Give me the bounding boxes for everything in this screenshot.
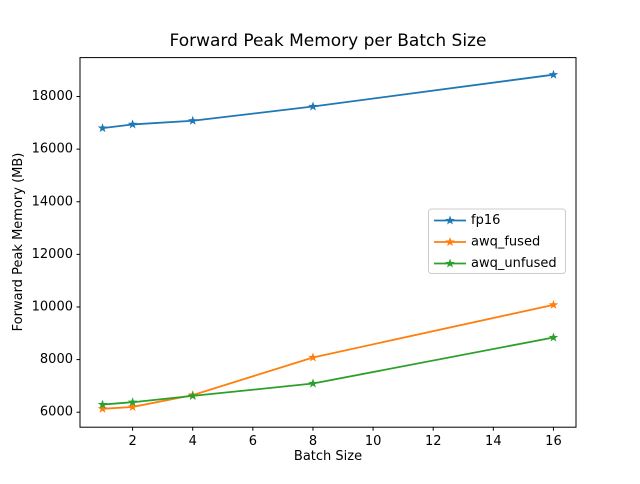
x-tick-label: 14: [485, 434, 502, 449]
legend: fp16 awq_fused awq_unfused: [428, 208, 566, 274]
data-point-marker: [548, 69, 559, 79]
x-tick-label: 4: [189, 434, 197, 449]
series-awq_unfused: [97, 332, 559, 409]
y-tick-label: 6000: [40, 405, 73, 420]
data-point-marker: [548, 299, 559, 309]
legend-sample-marker: [445, 258, 455, 268]
data-point-marker: [187, 390, 198, 400]
y-tick-label: 18000: [32, 89, 73, 104]
chart-title: Forward Peak Memory per Batch Size: [170, 31, 487, 51]
data-point-marker: [308, 101, 318, 111]
y-tick-label: 14000: [32, 194, 73, 209]
legend-box: [428, 208, 566, 274]
data-point-marker: [97, 123, 108, 133]
data-point-marker: [127, 401, 138, 411]
legend-sample-marker: [445, 237, 455, 247]
series-fp16: [97, 69, 559, 133]
series-line-awq_fused: [102, 304, 554, 410]
y-tick-label: 10000: [32, 299, 73, 314]
legend-sample-marker: [445, 215, 455, 225]
data-point-marker: [308, 352, 318, 362]
data-point-marker: [127, 397, 138, 407]
series-line-awq_unfused: [102, 336, 554, 406]
data-point-marker: [187, 115, 198, 125]
x-tick-label: 2: [128, 434, 136, 449]
x-tick-label: 12: [425, 434, 442, 449]
legend-label: awq_unfused: [471, 256, 557, 271]
data-point-marker: [308, 378, 318, 388]
legend-label: fp16: [471, 213, 500, 228]
series-awq_fused: [97, 299, 559, 413]
data-point-marker: [127, 119, 138, 129]
x-tick-label: 16: [545, 434, 562, 449]
series-line-fp16: [102, 73, 554, 129]
y-axis-label: Forward Peak Memory (MB): [11, 153, 26, 332]
y-tick-label: 16000: [32, 142, 73, 157]
data-point-marker: [548, 332, 559, 342]
plot-area: 2 4 6 8 10 12 14 16 6000 8000 10000 12000 14000 16000…: [32, 57, 577, 449]
data-point-marker: [97, 399, 108, 409]
x-tick-label: 10: [365, 434, 382, 449]
legend-label: awq_fused: [471, 235, 540, 250]
data-point-marker: [97, 403, 108, 413]
x-tick-label: 8: [309, 434, 317, 449]
y-tick-label: 12000: [32, 247, 73, 262]
y-tick-label: 8000: [40, 352, 73, 367]
axes-spines: [79, 57, 577, 428]
x-tick-label: 6: [249, 434, 257, 449]
x-axis-label: Batch Size: [294, 449, 362, 464]
